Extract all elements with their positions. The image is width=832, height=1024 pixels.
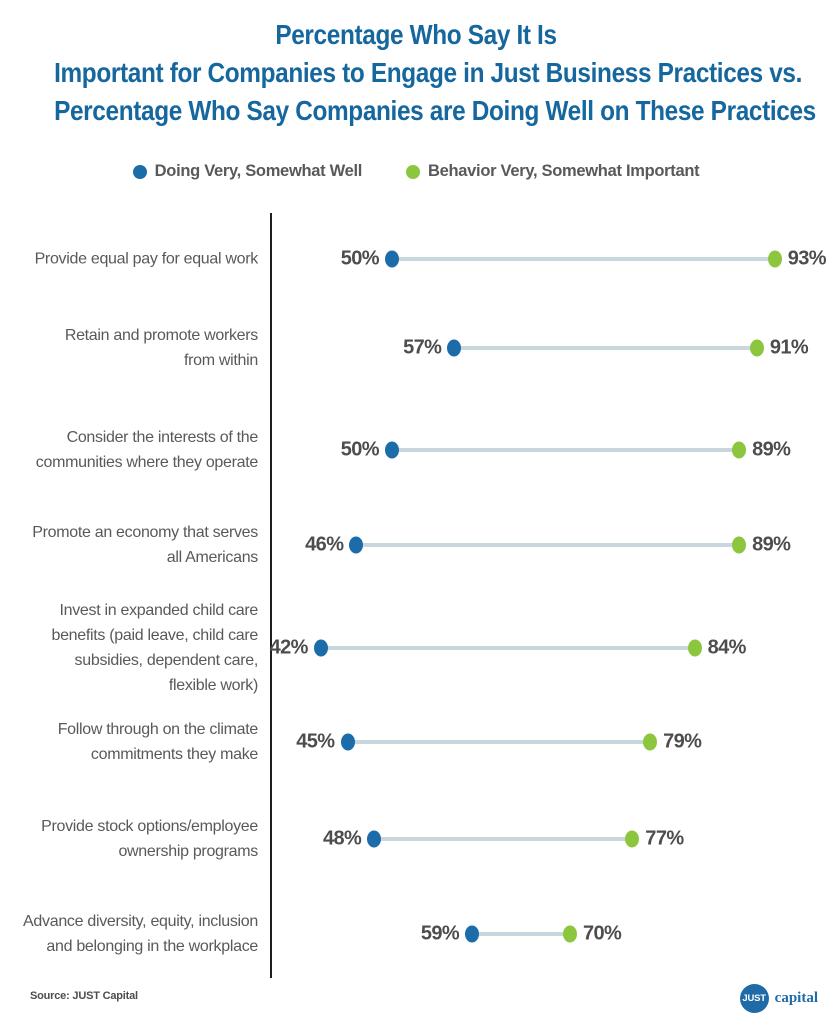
doing-well-value: 50%: [340, 438, 380, 461]
legend-label-doing-well: Doing Very, Somewhat Well: [154, 162, 363, 180]
capital-wordmark: capital: [774, 990, 818, 1006]
important-dot: [687, 639, 702, 657]
doing-well-dot: [367, 830, 382, 848]
legend-label-important: Behavior Very, Somewhat Important: [428, 162, 700, 180]
doing-well-dot: [447, 339, 462, 357]
important-value: 77%: [645, 827, 684, 850]
important-dot: [625, 830, 640, 848]
important-dot: [767, 250, 782, 268]
dumbbell-connector: [392, 257, 775, 261]
doing-well-value: 59%: [420, 922, 460, 945]
important-dot: [643, 733, 658, 751]
dumbbell-connector: [374, 837, 633, 841]
legend-dot-green-icon: [406, 164, 421, 179]
category-label: Provide equal pay for equal work: [34, 250, 259, 268]
doing-well-dot: [340, 733, 355, 751]
chart-title-line-3: Percentage Who Say Companies are Doing W…: [54, 95, 816, 126]
chart-title: Percentage Who Say It Is Important for C…: [54, 16, 816, 130]
doing-well-value: 48%: [322, 827, 362, 850]
just-logo-circle-text: JUST: [742, 993, 766, 1004]
doing-well-value: 50%: [340, 247, 380, 270]
important-value: 91%: [769, 336, 809, 359]
important-dot: [732, 441, 747, 459]
important-value: 89%: [752, 533, 791, 556]
doing-well-dot: [385, 441, 399, 459]
doing-well-dot: [313, 639, 328, 657]
category-label: Invest in expanded child care benefits (…: [51, 602, 258, 694]
dumbbell-connector: [472, 932, 570, 936]
just-logo-circle-icon: JUST: [739, 984, 769, 1013]
doing-well-dot: [465, 925, 480, 943]
dumbbell-connector: [347, 740, 651, 744]
source-note: Source: JUST Capital: [30, 990, 138, 1002]
important-dot: [563, 925, 577, 943]
legend-item-doing-well: Doing Very, Somewhat Well: [132, 162, 363, 181]
category-label: Promote an economy that serves all Ameri…: [32, 524, 258, 566]
important-value: 70%: [583, 922, 622, 945]
chart-legend: Doing Very, Somewhat Well Behavior Very,…: [0, 162, 832, 181]
category-axis-line: [270, 213, 272, 978]
important-dot: [749, 339, 764, 357]
important-dot: [732, 536, 747, 554]
legend-dot-blue-icon: [132, 164, 147, 179]
category-label: Provide stock options/employee ownership…: [41, 818, 258, 860]
doing-well-value: 46%: [305, 533, 344, 556]
category-label: Follow through on the climate commitment…: [57, 721, 259, 763]
important-value: 84%: [707, 636, 747, 659]
dumbbell-connector: [392, 448, 740, 452]
important-value: 89%: [752, 438, 791, 461]
category-label: Advance diversity, equity, inclusion and…: [23, 913, 258, 955]
legend-item-important: Behavior Very, Somewhat Important: [406, 162, 700, 181]
category-label: Consider the interests of the communitie…: [35, 429, 259, 471]
dumbbell-connector: [356, 543, 740, 547]
dumbbell-connector: [320, 646, 695, 650]
just-capital-logo: JUST capital: [739, 984, 818, 1013]
chart-title-line-2: Important for Companies to Engage in Jus…: [54, 57, 803, 88]
important-value: 93%: [787, 247, 827, 270]
doing-well-value: 42%: [269, 636, 309, 659]
doing-well-value: 57%: [403, 336, 442, 359]
dumbbell-connector: [454, 346, 757, 350]
doing-well-dot: [349, 536, 364, 554]
doing-well-value: 45%: [296, 730, 335, 753]
important-value: 79%: [663, 730, 702, 753]
category-label: Retain and promote workers from within: [64, 327, 258, 369]
chart-title-line-1: Percentage Who Say It Is: [275, 19, 557, 50]
doing-well-dot: [385, 250, 399, 268]
